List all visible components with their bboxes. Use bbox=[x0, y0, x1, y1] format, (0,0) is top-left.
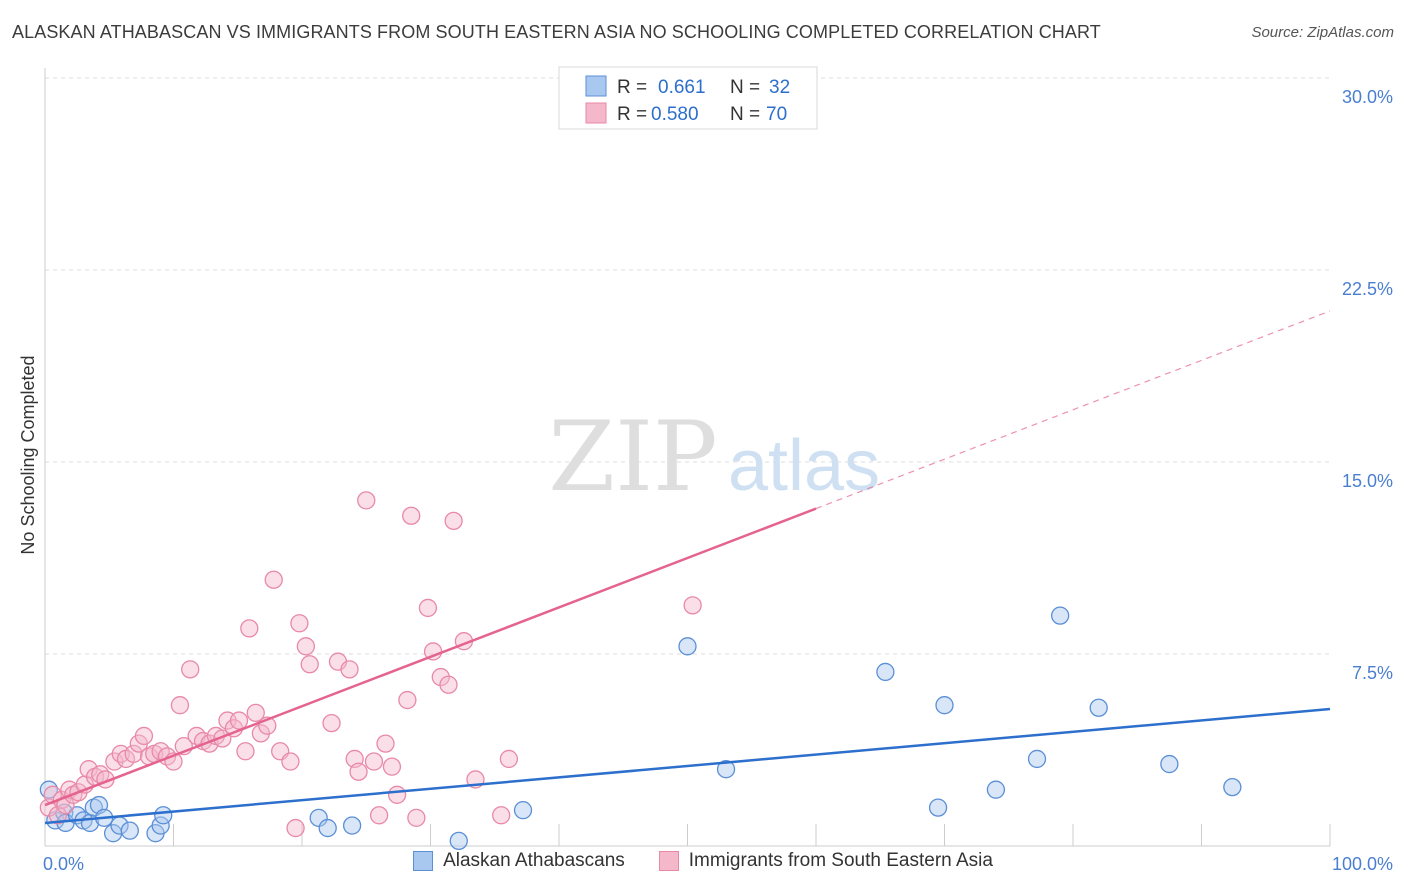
legend-n-value-blue: 32 bbox=[769, 77, 790, 98]
immigrants-point-69 bbox=[499, 749, 519, 769]
immigrants-point-45 bbox=[296, 637, 316, 656]
immigrants-point-65 bbox=[444, 511, 463, 531]
immigrants-point-14 bbox=[111, 744, 130, 763]
axes: 7.5% 15.0% 22.5% 30.0% 0.0% 100.0% bbox=[43, 68, 1393, 874]
x-tick-label-0: 0.0% bbox=[43, 854, 84, 874]
legend-swatch-immigrants bbox=[658, 851, 679, 871]
immigrants-point-54 bbox=[369, 806, 389, 825]
y-axis-label: No Schooling Completed bbox=[18, 355, 38, 554]
legend-n-label-blue: N = bbox=[730, 77, 760, 98]
alaskan-point-26 bbox=[986, 780, 1006, 799]
watermark-zip: ZIP bbox=[548, 401, 717, 513]
immigrants-point-34 bbox=[229, 711, 249, 730]
immigrants-point-58 bbox=[398, 690, 417, 710]
alaskan-point-20 bbox=[513, 801, 533, 820]
legend-r-value-pink: 0.580 bbox=[651, 104, 699, 125]
trend-line-alaskan bbox=[44, 707, 1331, 825]
immigrants-point-37 bbox=[246, 703, 265, 723]
series-immigrants-se-asia bbox=[39, 107, 813, 838]
y-tick-label-1: 15.0% bbox=[1342, 471, 1393, 491]
legend-item-immigrants-se-asia: Immigrants from South Eastern Asia bbox=[658, 850, 993, 872]
immigrants-point-59 bbox=[402, 506, 421, 525]
watermark-atlas: atlas bbox=[728, 426, 880, 506]
alaskan-point-22 bbox=[716, 760, 736, 779]
immigrants-point-43 bbox=[286, 818, 305, 838]
alaskan-point-25 bbox=[928, 798, 948, 817]
alaskan-point-28 bbox=[1051, 606, 1070, 625]
immigrants-point-46 bbox=[300, 655, 319, 674]
correlation-legend: R = 0.661 N = 32 R = 0.580 N = 70 bbox=[558, 66, 818, 130]
y-tick-label-2: 22.5% bbox=[1342, 279, 1393, 299]
immigrants-point-52 bbox=[357, 491, 376, 510]
legend-label-alaskan: Alaskan Athabascans bbox=[443, 850, 625, 871]
immigrants-point-64 bbox=[439, 675, 458, 694]
source-label: Source: ZipAtlas.com bbox=[1251, 24, 1394, 41]
alaskan-point-29 bbox=[1089, 698, 1108, 717]
legend-n-value-pink: 70 bbox=[766, 104, 787, 125]
alaskan-point-27 bbox=[1027, 749, 1047, 769]
series-legend: Alaskan Athabascans Immigrants from Sout… bbox=[0, 850, 1406, 872]
alaskan-point-24 bbox=[935, 696, 954, 715]
alaskan-point-31 bbox=[1223, 777, 1242, 797]
immigrants-point-35 bbox=[236, 742, 255, 761]
chart-title: ALASKAN ATHABASCAN VS IMMIGRANTS FROM SO… bbox=[12, 22, 1101, 42]
alaskan-point-15 bbox=[154, 806, 173, 825]
legend-r-value-blue: 0.661 bbox=[658, 77, 706, 98]
alaskan-point-23 bbox=[876, 662, 895, 682]
alaskan-point-18 bbox=[342, 816, 362, 835]
legend-r-label-blue: R = bbox=[617, 77, 647, 98]
legend-swatch-pink bbox=[585, 102, 607, 124]
immigrants-point-51 bbox=[349, 762, 368, 781]
alaskan-point-17 bbox=[318, 818, 337, 838]
immigrants-point-49 bbox=[340, 660, 359, 679]
alaskan-point-30 bbox=[1160, 754, 1179, 774]
immigrants-point-40 bbox=[264, 570, 283, 589]
immigrants-point-24 bbox=[170, 696, 190, 715]
immigrants-point-26 bbox=[181, 660, 200, 679]
alaskan-point-19 bbox=[449, 831, 468, 851]
immigrants-point-36 bbox=[240, 619, 259, 638]
immigrants-point-61 bbox=[418, 598, 438, 618]
y-tick-label-0: 7.5% bbox=[1352, 663, 1393, 683]
legend-n-label-pink: N = bbox=[730, 104, 760, 125]
immigrants-point-44 bbox=[290, 614, 309, 633]
immigrants-point-57 bbox=[387, 785, 407, 804]
immigrants-point-68 bbox=[492, 806, 511, 825]
immigrants-point-60 bbox=[407, 808, 426, 827]
immigrants-point-53 bbox=[364, 752, 384, 771]
immigrants-point-56 bbox=[382, 757, 402, 776]
alaskan-point-21 bbox=[678, 637, 697, 656]
gridlines bbox=[45, 77, 1330, 655]
series-alaskan-athabascans bbox=[39, 606, 1242, 851]
immigrants-point-55 bbox=[376, 734, 395, 753]
immigrants-point-63 bbox=[431, 667, 450, 687]
legend-swatch-blue bbox=[585, 75, 607, 97]
legend-label-immigrants: Immigrants from South Eastern Asia bbox=[688, 850, 993, 871]
legend-swatch-alaskan bbox=[413, 851, 434, 871]
trend-line-immigrants-extrapolated bbox=[815, 310, 1331, 510]
immigrants-point-70 bbox=[683, 596, 702, 615]
alaskan-point-12 bbox=[120, 821, 139, 840]
trend-lines bbox=[44, 310, 1331, 825]
watermark: ZIP atlas bbox=[548, 401, 880, 513]
immigrants-point-16 bbox=[124, 744, 143, 763]
legend-item-alaskan-athabascans: Alaskan Athabascans bbox=[413, 850, 625, 872]
y-tick-label-3: 30.0% bbox=[1342, 87, 1393, 107]
legend-r-label-pink: R = bbox=[617, 104, 647, 125]
x-tick-label-1: 100.0% bbox=[1332, 854, 1393, 874]
immigrants-point-18 bbox=[134, 726, 154, 746]
immigrants-point-47 bbox=[322, 713, 341, 733]
immigrants-point-42 bbox=[281, 752, 300, 771]
trend-line-immigrants bbox=[44, 507, 817, 807]
alaskan-point-16 bbox=[309, 808, 328, 827]
